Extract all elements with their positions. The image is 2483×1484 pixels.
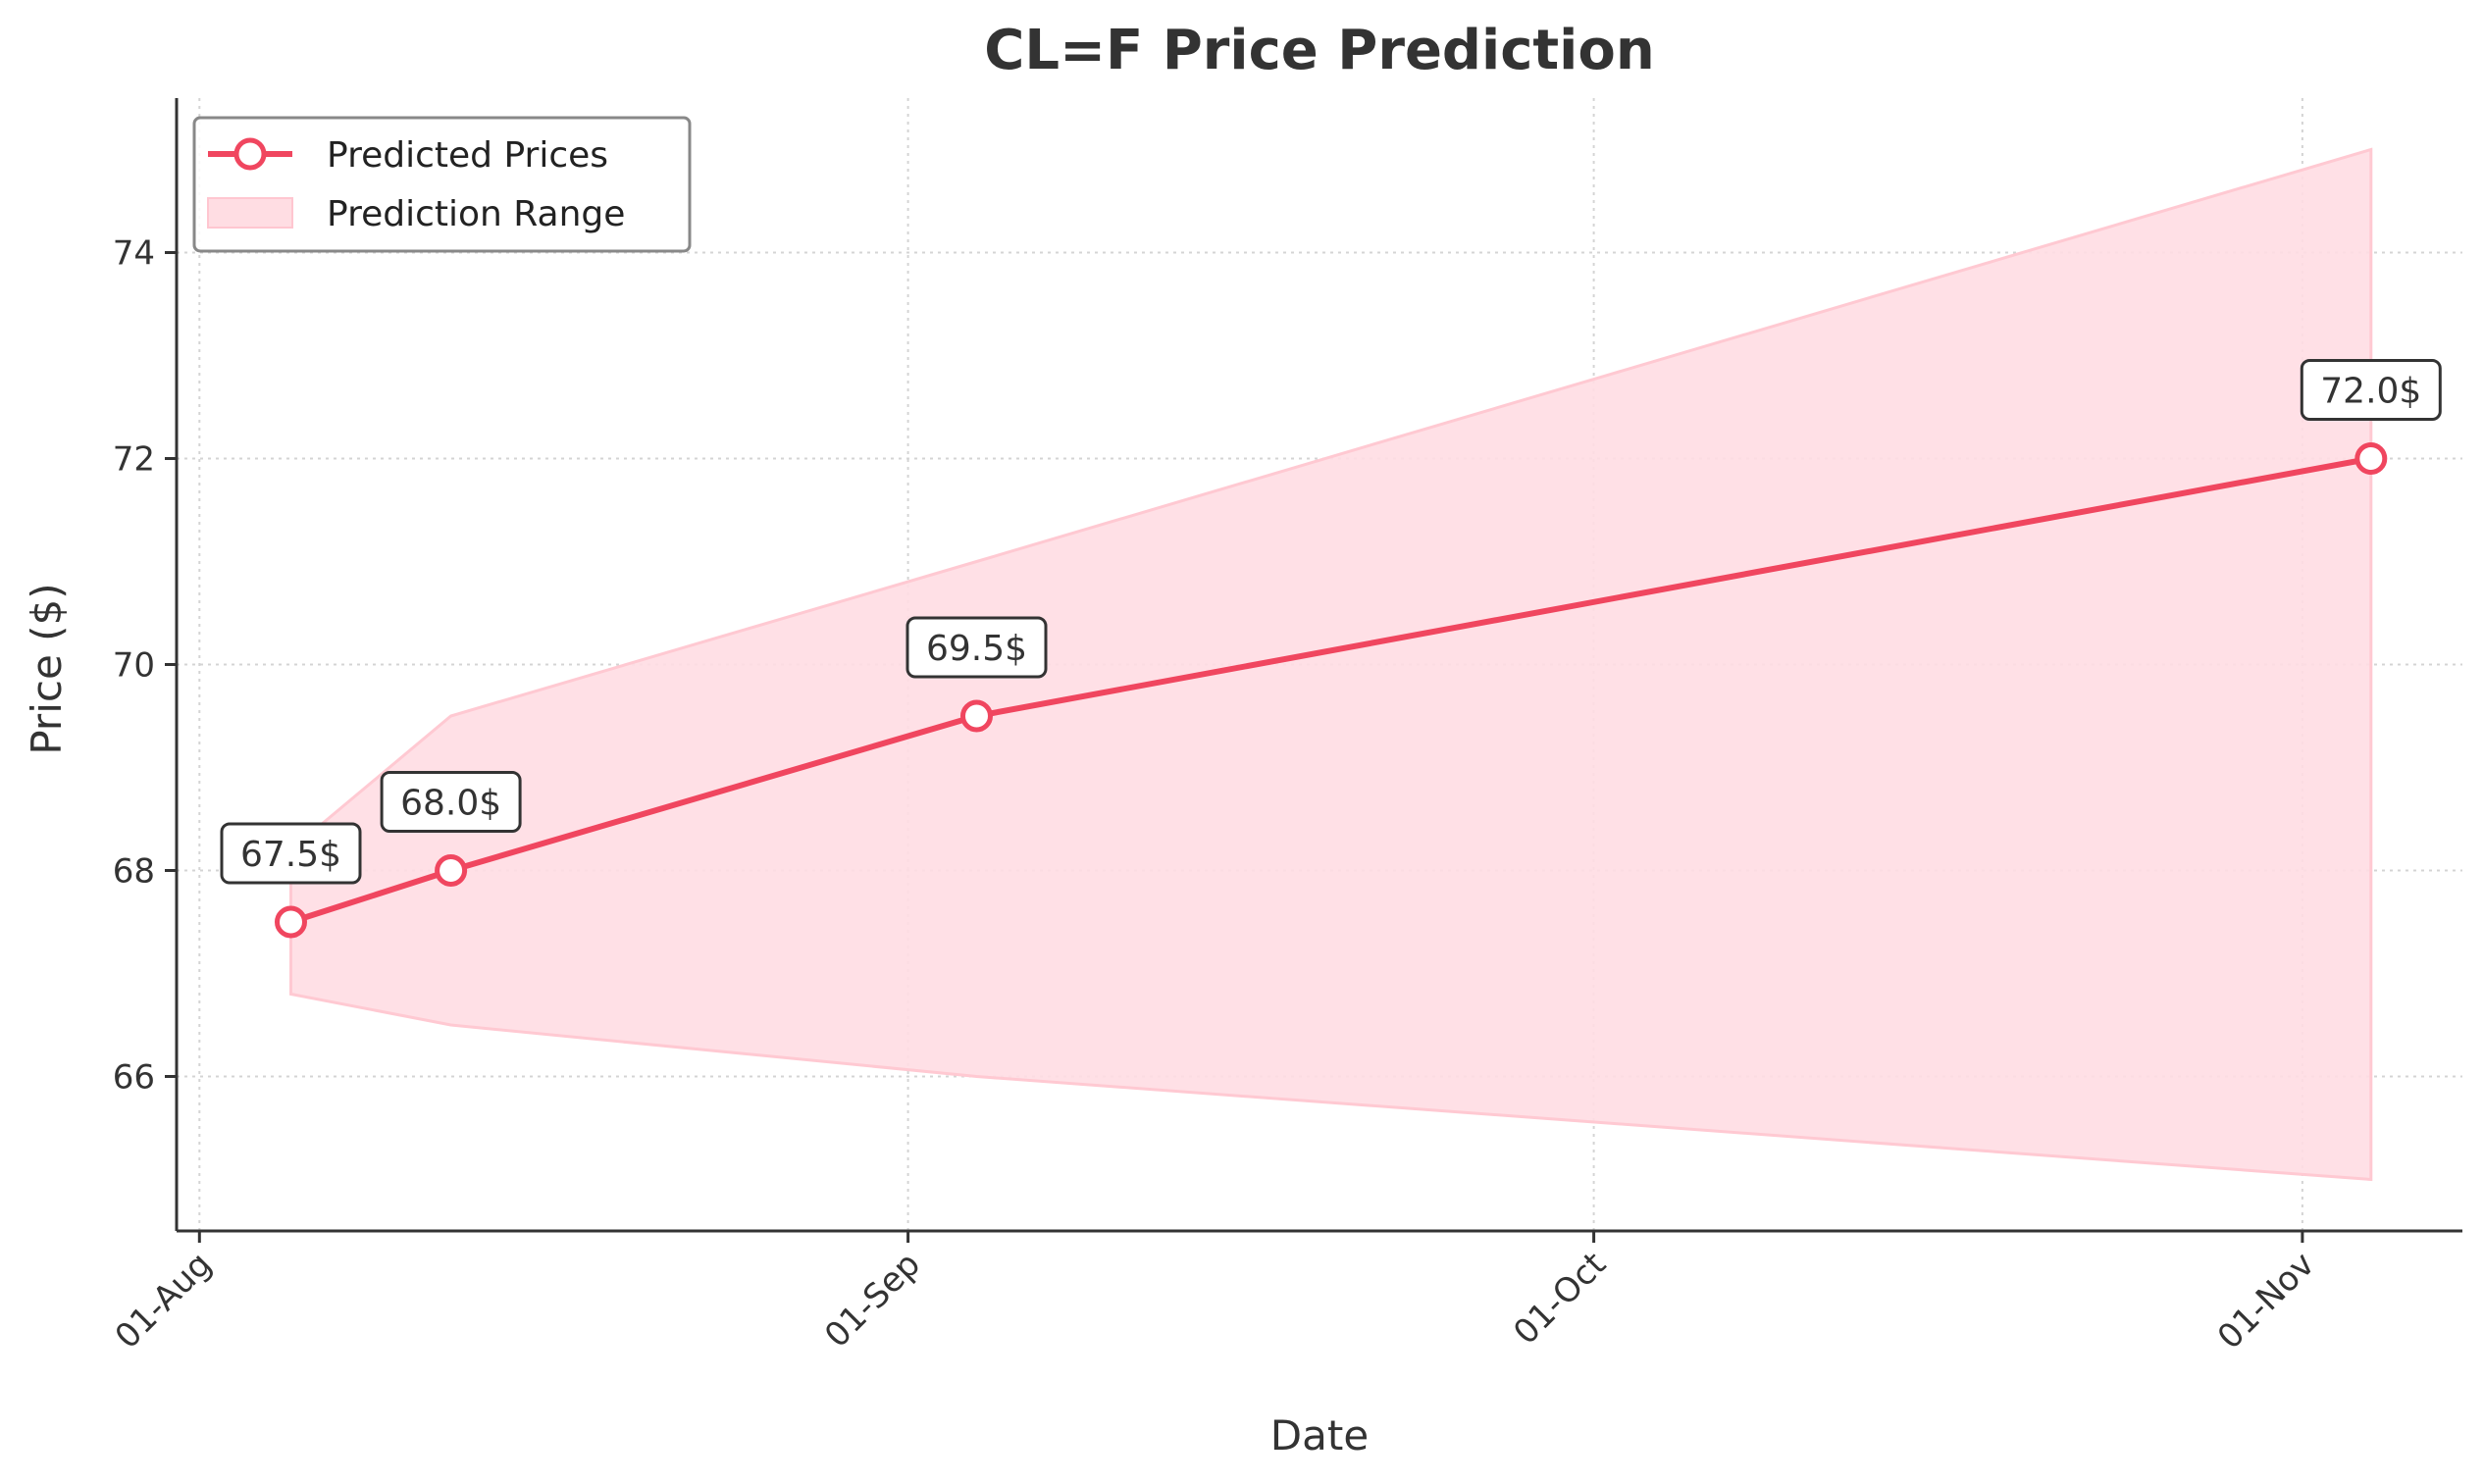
legend-marker-swatch (233, 137, 267, 171)
x-tick-label: 01-Aug (108, 1245, 220, 1356)
predicted-prices-layer (275, 442, 2388, 939)
x-tick-label: 01-Sep (817, 1245, 928, 1356)
predicted-price-point (435, 854, 468, 887)
data-labels-layer: 67.5$ 68.0$ 69.5$ 72.0$ (220, 359, 2442, 885)
prediction-range-band (289, 147, 2373, 1182)
y-tick-label: 66 (113, 1058, 155, 1098)
data-label-box (905, 616, 1048, 679)
x-tick-label: 01-Oct (1506, 1245, 1614, 1353)
chart-title: CL=F Price Prediction (984, 19, 1654, 82)
data-label-group: 69.5$ (905, 616, 1048, 679)
y-tick-label: 70 (113, 646, 155, 686)
predicted-prices-line (289, 455, 2372, 925)
predicted-price-point (2354, 442, 2388, 475)
data-label: 72.0$ (2320, 372, 2421, 412)
data-label: 68.0$ (400, 784, 501, 824)
data-label-box (380, 771, 522, 833)
y-tick-label: 72 (113, 440, 155, 480)
legend-label-prediction-range: Prediction Range (327, 194, 625, 234)
data-label-box (2300, 359, 2442, 421)
data-label: 67.5$ (240, 835, 341, 875)
legend: Predicted Prices Prediction Range (192, 116, 692, 253)
legend-frame (192, 116, 692, 253)
x-axis-label: Date (1270, 1411, 1369, 1459)
predicted-price-point (275, 905, 307, 939)
data-label-group: 72.0$ (2300, 359, 2442, 421)
predicted-price-point (960, 699, 993, 733)
x-tick-label: 01-Nov (2210, 1245, 2322, 1356)
y-axis-label: Price ($) (23, 583, 71, 754)
data-label-box (220, 822, 362, 885)
legend-range-swatch (207, 197, 293, 229)
prediction-range-layer (289, 147, 2373, 1182)
y-tick-label: 68 (113, 852, 155, 892)
legend-label-predicted-prices: Predicted Prices (327, 135, 608, 176)
data-label: 69.5$ (926, 629, 1027, 669)
data-label-group: 67.5$ (220, 822, 362, 885)
data-label-group: 68.0$ (380, 771, 522, 833)
y-tick-label: 74 (113, 234, 155, 274)
